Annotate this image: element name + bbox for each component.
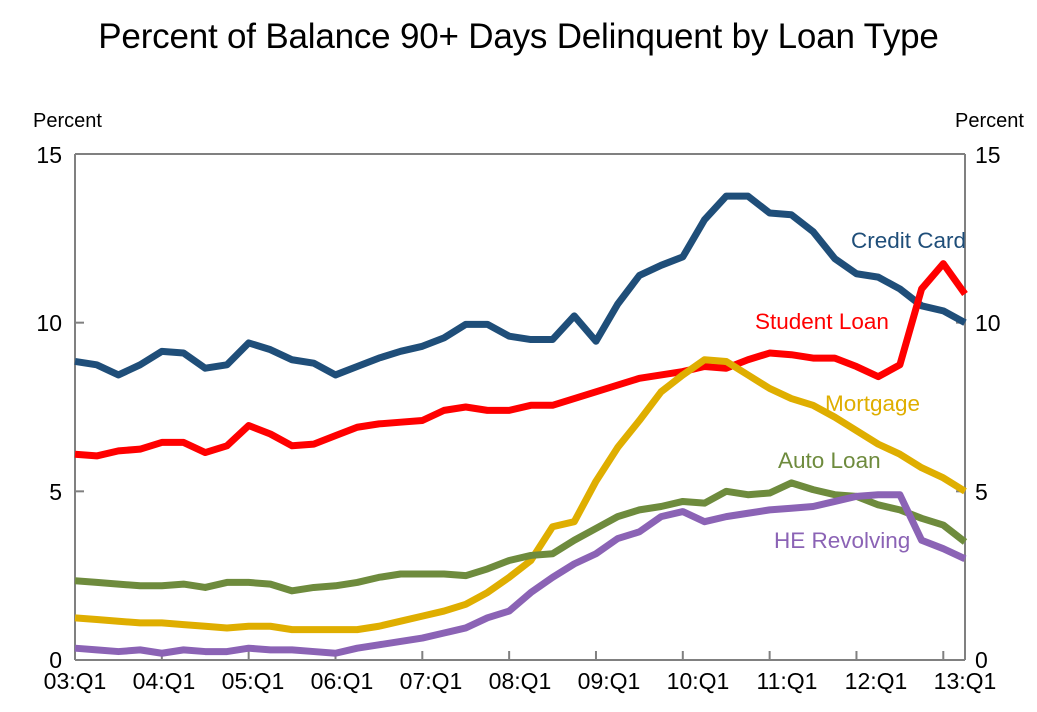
series-label-he-revolving: HE Revolving [774, 528, 911, 553]
series-label-auto-loan: Auto Loan [778, 448, 881, 473]
y-tick-right-10: 10 [975, 310, 1001, 336]
y-tick-right-5: 5 [975, 479, 988, 505]
x-tick-5: 08:Q1 [488, 668, 552, 694]
y-tick-right-15: 15 [975, 142, 1001, 168]
y-tick-left-10: 10 [36, 310, 62, 336]
x-tick-7: 10:Q1 [666, 668, 730, 694]
series-line-he-revolving [74, 491, 967, 657]
series-label-mortgage: Mortgage [825, 391, 921, 416]
axis-frame [74, 153, 966, 661]
x-tick-2: 05:Q1 [221, 668, 285, 694]
x-tick-4: 07:Q1 [399, 668, 463, 694]
series-line-mortgage [74, 356, 967, 634]
y-axis-unit-right: Percent [955, 110, 1024, 132]
series-label-student-loan: Student Loan [755, 309, 889, 334]
x-tick-8: 11:Q1 [756, 668, 818, 694]
y-tick-left-0: 0 [49, 647, 62, 673]
x-tick-0: 03:Q1 [43, 668, 107, 694]
x-tick-10: 13:Q1 [933, 668, 997, 694]
y-axis-unit-left: Percent [33, 110, 102, 132]
x-tick-9: 12:Q1 [844, 668, 908, 694]
series-line-credit-card [74, 192, 967, 379]
series-line-auto-loan [74, 479, 968, 595]
x-tick-3: 06:Q1 [310, 668, 374, 694]
series-lines [74, 192, 968, 657]
page-title: Percent of Balance 90+ Days Delinquent b… [98, 17, 939, 56]
series-line-student-loan [74, 260, 968, 460]
axis-ticks [74, 321, 965, 660]
series-label-credit-card: Credit Card [851, 228, 967, 253]
y-tick-left-15: 15 [36, 142, 62, 168]
x-tick-6: 09:Q1 [577, 668, 641, 694]
y-tick-right-0: 0 [975, 647, 988, 673]
y-tick-left-5: 5 [49, 479, 62, 505]
x-tick-1: 04:Q1 [132, 668, 196, 694]
